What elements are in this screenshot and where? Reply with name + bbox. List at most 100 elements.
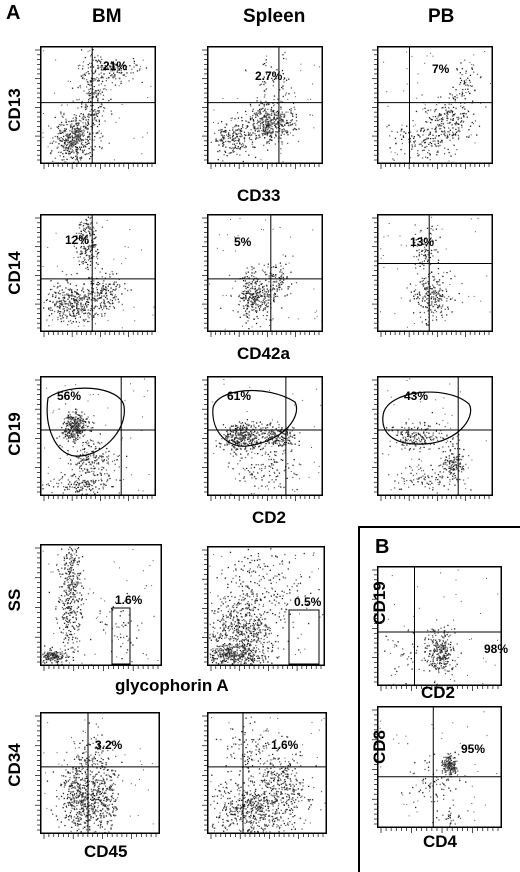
- pct-r2-spleen: 5%: [234, 235, 252, 249]
- plot-r3-bm-svg: [35, 376, 156, 501]
- panel-letter-a: A: [6, 2, 21, 24]
- x-marker-row-3: CD2: [252, 508, 287, 527]
- event-dots: [210, 716, 326, 833]
- x-marker-row-4: glycophorin A: [115, 676, 229, 695]
- axis-ticks: [202, 379, 320, 501]
- column-header-pb: PB: [428, 6, 455, 27]
- plot-frame: [377, 376, 493, 496]
- plot-frame: [40, 376, 156, 496]
- x-marker-row-5: CD45: [84, 842, 128, 861]
- plot-r5-bm-svg: [35, 712, 160, 839]
- plot-r4-bm: [35, 544, 162, 671]
- plot-b2-svg: [372, 706, 502, 833]
- axis-ticks: [35, 715, 157, 839]
- plot-r3-pb: [372, 376, 493, 501]
- panel-letter-b: B: [375, 536, 390, 558]
- event-dots: [43, 717, 154, 834]
- gate-rectangle: [111, 607, 131, 665]
- plot-frame: [207, 376, 323, 496]
- plot-r4-spleen: [202, 546, 325, 671]
- panel-b-divider-horizontal: [358, 526, 520, 528]
- x-marker-row-2: CD42a: [237, 344, 290, 363]
- plot-frame: [377, 706, 502, 828]
- plot-r5-bm: [35, 712, 160, 839]
- plot-frame: [377, 46, 493, 164]
- pct-r1-spleen: 2.7%: [255, 69, 283, 83]
- plot-frame: [40, 214, 156, 332]
- plot-frame: [40, 712, 160, 834]
- plot-frame: [377, 566, 502, 686]
- pct-r4-spleen: 0.5%: [294, 595, 322, 609]
- axis-ticks: [372, 569, 499, 691]
- gate-rectangle: [288, 609, 320, 665]
- pct-r3-spleen: 61%: [227, 389, 252, 403]
- event-dots: [42, 546, 159, 666]
- plot-r2-bm: [35, 214, 156, 337]
- plot-frame: [377, 214, 493, 332]
- plot-r3-pb-svg: [372, 376, 493, 501]
- axis-ticks: [202, 217, 320, 337]
- event-dots: [382, 378, 487, 494]
- b-x-marker-2: CD4: [423, 832, 458, 851]
- gate-outline: [382, 391, 472, 445]
- plot-b1: [372, 566, 502, 691]
- pct-r1-pb: 7%: [432, 62, 450, 76]
- event-dots: [380, 216, 491, 328]
- axis-ticks: [202, 49, 320, 169]
- axis-ticks: [35, 217, 153, 337]
- axis-ticks: [372, 709, 499, 833]
- pct-r1-bm: 21%: [103, 59, 128, 73]
- b-x-marker-1: CD2: [421, 683, 456, 702]
- plot-r2-spleen: [202, 214, 323, 337]
- plot-frame: [207, 214, 323, 332]
- plot-b2: [372, 706, 502, 833]
- pct-r5-spleen: 1.6%: [271, 738, 299, 752]
- panel-b-divider-vertical: [358, 526, 360, 872]
- pct-r4-bm: 1.6%: [115, 593, 143, 607]
- plot-frame: [40, 46, 156, 164]
- column-header-spleen: Spleen: [243, 6, 306, 27]
- plot-r3-spleen-svg: [202, 376, 323, 501]
- plot-r4-bm-svg: [35, 544, 162, 671]
- pct-r5-bm: 3.2%: [95, 738, 123, 752]
- y-marker-row-4: SS: [5, 588, 24, 612]
- plot-r4-spleen-svg: [202, 546, 325, 671]
- plot-frame: [40, 544, 162, 666]
- event-dots: [382, 569, 499, 685]
- plot-frame: [207, 46, 323, 164]
- y-marker-row-1: CD13: [5, 88, 24, 132]
- plot-r2-spleen-svg: [202, 214, 323, 337]
- plot-r1-spleen: [202, 46, 323, 169]
- event-dots: [42, 216, 155, 329]
- plot-r1-bm: [35, 46, 156, 169]
- plot-r2-bm-svg: [35, 214, 156, 337]
- y-marker-row-3: CD19: [5, 412, 24, 456]
- pct-r2-pb: 13%: [410, 235, 435, 249]
- axis-ticks: [35, 547, 159, 671]
- plot-r1-pb: [372, 46, 493, 169]
- gate-outline: [46, 387, 125, 457]
- pct-b1: 98%: [484, 642, 509, 656]
- column-header-bm: BM: [92, 6, 122, 27]
- pct-r2-bm: 12%: [65, 233, 90, 247]
- gate-outline: [212, 389, 297, 447]
- axis-ticks: [35, 49, 153, 169]
- y-marker-row-2: CD14: [5, 251, 24, 295]
- plot-r2-pb-svg: [372, 214, 493, 337]
- event-dots: [42, 49, 152, 164]
- axis-ticks: [372, 217, 490, 337]
- plot-r3-spleen: [202, 376, 323, 501]
- plot-r1-bm-svg: [35, 46, 156, 169]
- plot-r2-pb: [372, 214, 493, 337]
- plot-frame: [207, 546, 325, 666]
- plot-frame: [207, 712, 327, 834]
- y-marker-row-5: CD34: [5, 743, 24, 787]
- plot-r1-spleen-svg: [202, 46, 323, 169]
- plot-r5-spleen-svg: [202, 712, 327, 839]
- pct-r3-pb: 43%: [404, 389, 429, 403]
- axis-ticks: [372, 49, 490, 169]
- event-dots: [209, 218, 322, 330]
- x-marker-row-1: CD33: [237, 186, 281, 205]
- event-dots: [42, 378, 150, 496]
- plot-r1-pb-svg: [372, 46, 493, 169]
